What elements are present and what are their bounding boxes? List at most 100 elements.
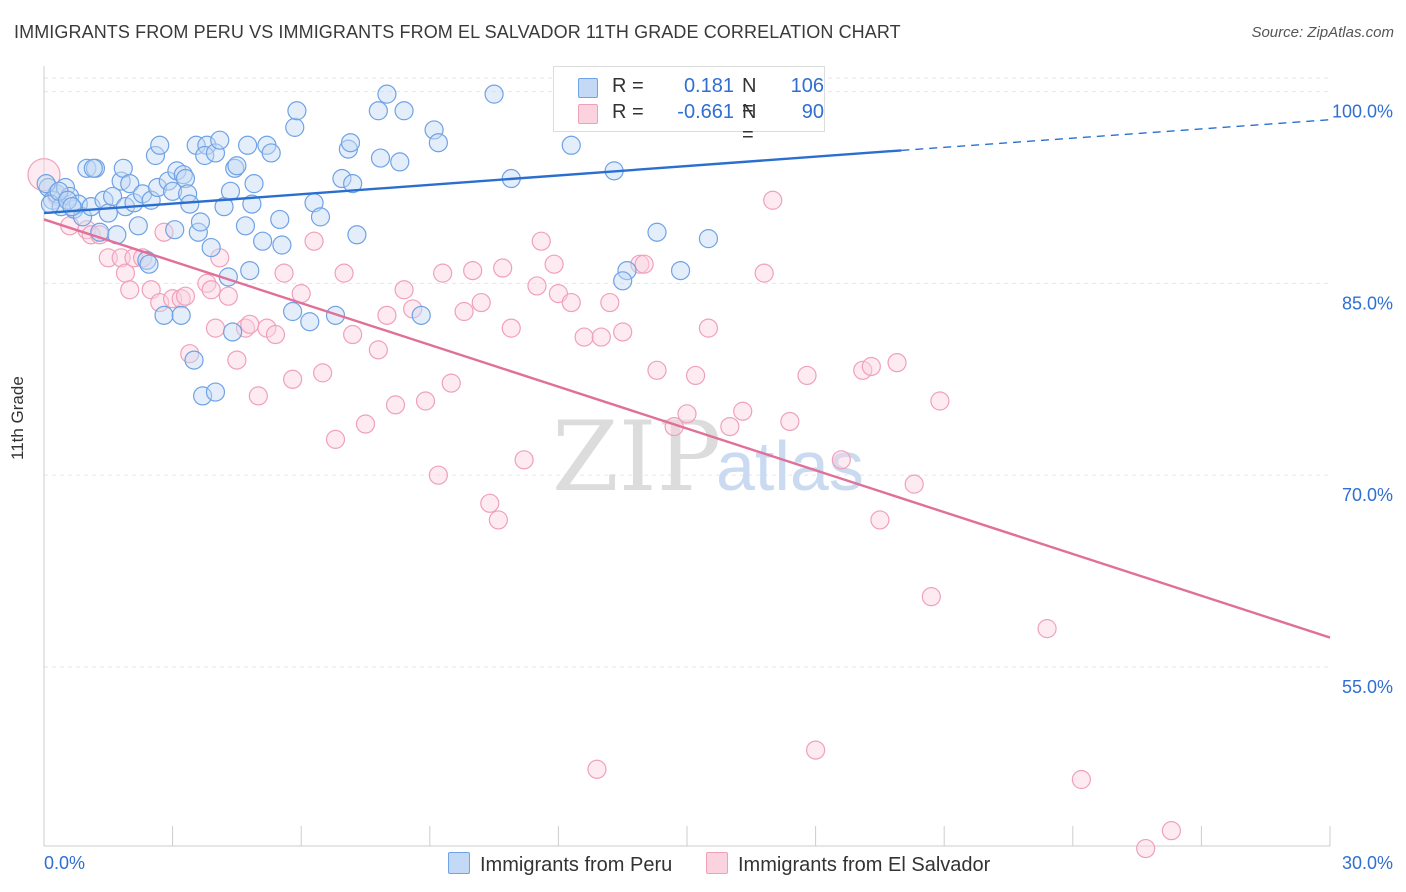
peru-point [428, 133, 448, 153]
bottom-legend-label-peru: Immigrants from Peru [480, 854, 673, 876]
legend-r-value-el-salvador: -0.661 [677, 101, 734, 123]
y-tick-label: 85.0% [1342, 293, 1393, 313]
el-salvador-point [591, 327, 611, 347]
bottom-legend-el-salvador: Immigrants from El Salvador [706, 852, 990, 877]
peru-point [390, 152, 410, 172]
correlation-legend: R = 0.181 N = 106 R = -0.661 N = 90 [553, 66, 825, 146]
peru-point [283, 301, 303, 322]
el-salvador-point [613, 322, 633, 342]
el-salvador-point [355, 414, 376, 434]
peru-point [310, 207, 331, 227]
el-salvador-point [120, 280, 140, 300]
peru-point [244, 174, 264, 194]
el-salvador-point [201, 280, 221, 300]
el-salvador-point [463, 260, 483, 281]
legend-n-value-peru: 106 [790, 75, 824, 97]
peru-point [175, 168, 196, 189]
el-salvador-point [150, 292, 170, 313]
peru-point [171, 305, 191, 325]
peru-point [261, 143, 281, 163]
el-salvador-point [471, 292, 491, 313]
el-salvador-point [677, 404, 697, 424]
bottom-legend-label-el-salvador: Immigrants from El Salvador [738, 854, 991, 876]
source-label: Source: ZipAtlas.com [1251, 24, 1394, 41]
chart-title: IMMIGRANTS FROM PERU VS IMMIGRANTS FROM … [14, 22, 901, 42]
peru-point [227, 156, 247, 176]
peru-trend-line-extension [901, 119, 1331, 152]
el-salvador-point [501, 318, 521, 338]
el-salvador-point [433, 263, 453, 283]
peru-point [287, 101, 307, 121]
peru-point [340, 133, 361, 153]
peru-point [272, 235, 292, 255]
peru-point [220, 181, 241, 201]
peru-point [394, 101, 414, 121]
el-salvador-point [385, 395, 406, 415]
el-salvador-point [531, 231, 551, 251]
peru-point [235, 216, 256, 236]
el-salvador-point [1136, 838, 1156, 859]
el-salvador-point [930, 391, 950, 411]
peru-point [647, 222, 667, 242]
peru-point [225, 158, 245, 178]
peru-point [201, 237, 221, 258]
el-salvador-point [218, 286, 238, 306]
peru-point [377, 84, 397, 104]
el-salvador-point [441, 373, 461, 393]
peru-point [253, 231, 273, 251]
watermark: ZIP atlas [552, 401, 864, 513]
peru-point [120, 174, 140, 194]
el-salvador-point [861, 356, 881, 377]
el-salvador-point [488, 510, 508, 530]
series-el-salvador-points [27, 158, 1181, 859]
peru-point [145, 145, 166, 166]
x-tick-label: 0.0% [44, 853, 85, 873]
peru-point [332, 168, 352, 189]
peru-point [62, 197, 82, 217]
x-tick-label: 30.0% [1342, 853, 1393, 873]
peru-trend-line [43, 149, 902, 215]
el-salvador-point [377, 305, 397, 325]
peru-point [270, 209, 290, 230]
legend-r-value-peru: 0.181 [683, 75, 734, 97]
legend-r-label: R = [612, 101, 644, 123]
peru-point [424, 120, 444, 140]
peru-point [205, 382, 226, 402]
trend-lines [43, 119, 1331, 639]
y-tick-label: 100.0% [1332, 102, 1393, 122]
el-salvador-point [887, 353, 907, 373]
peru-point [300, 312, 320, 332]
el-salvador-trend-line [43, 218, 1331, 639]
el-salvador-point [921, 587, 941, 607]
el-salvador-point [797, 365, 817, 386]
el-salvador-point [1037, 619, 1057, 639]
el-salvador-point [1161, 821, 1181, 841]
bottom-legend-peru: Immigrants from Peru [448, 852, 672, 877]
peru-point [184, 350, 204, 370]
peru-point [617, 260, 637, 281]
legend-n-label: N = [742, 101, 757, 146]
peru-point [285, 117, 305, 137]
tick-labels: 55.0% 70.0% 85.0% 100.0% 0.0% 30.0% [44, 102, 1393, 873]
peru-point [484, 84, 504, 104]
el-salvador-point [175, 286, 196, 306]
peru-point [154, 305, 174, 325]
peru-point [83, 158, 103, 178]
peru-point [147, 177, 168, 198]
el-salvador-point [904, 474, 924, 494]
peru-point [370, 148, 391, 168]
peru-point [210, 130, 230, 150]
peru-point [190, 212, 211, 232]
bottom-legend-swatch-peru [448, 852, 470, 874]
peru-point [368, 101, 388, 121]
y-axis-label: 11th Grade [8, 376, 27, 460]
el-salvador-point [1071, 769, 1091, 790]
el-salvador-point [343, 324, 363, 345]
el-salvador-point [733, 401, 753, 421]
legend-n-value-el-salvador: 90 [801, 101, 824, 123]
el-salvador-point [368, 340, 388, 360]
el-salvador-point [304, 231, 324, 251]
series-peru-points [36, 84, 753, 406]
el-salvador-point [685, 365, 706, 386]
